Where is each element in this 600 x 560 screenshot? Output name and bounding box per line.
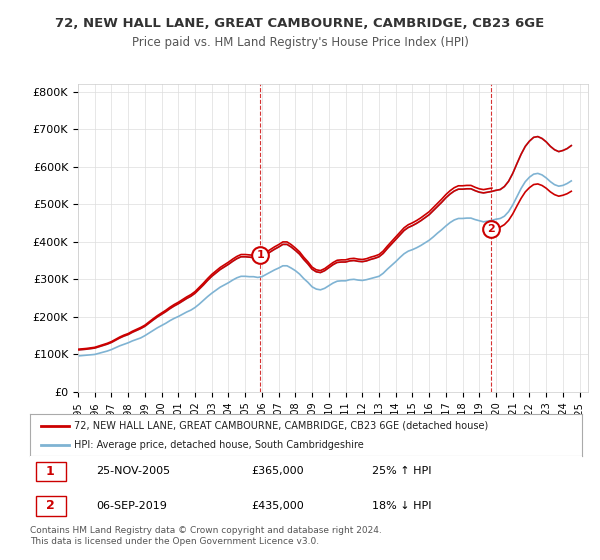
Text: 1: 1 — [46, 465, 55, 478]
FancyBboxPatch shape — [35, 496, 66, 516]
Text: 1: 1 — [256, 250, 264, 260]
Text: 25-NOV-2005: 25-NOV-2005 — [96, 466, 170, 476]
Text: 2: 2 — [487, 223, 494, 234]
Text: 06-SEP-2019: 06-SEP-2019 — [96, 501, 167, 511]
Text: 25% ↑ HPI: 25% ↑ HPI — [372, 466, 432, 476]
Text: £435,000: £435,000 — [251, 501, 304, 511]
Text: HPI: Average price, detached house, South Cambridgeshire: HPI: Average price, detached house, Sout… — [74, 440, 364, 450]
Text: 72, NEW HALL LANE, GREAT CAMBOURNE, CAMBRIDGE, CB23 6GE (detached house): 72, NEW HALL LANE, GREAT CAMBOURNE, CAMB… — [74, 421, 488, 431]
Text: Contains HM Land Registry data © Crown copyright and database right 2024.
This d: Contains HM Land Registry data © Crown c… — [30, 526, 382, 546]
FancyBboxPatch shape — [35, 461, 66, 481]
Text: 2: 2 — [46, 500, 55, 512]
Text: Price paid vs. HM Land Registry's House Price Index (HPI): Price paid vs. HM Land Registry's House … — [131, 36, 469, 49]
Text: 72, NEW HALL LANE, GREAT CAMBOURNE, CAMBRIDGE, CB23 6GE: 72, NEW HALL LANE, GREAT CAMBOURNE, CAMB… — [55, 17, 545, 30]
Text: £365,000: £365,000 — [251, 466, 304, 476]
Text: 18% ↓ HPI: 18% ↓ HPI — [372, 501, 432, 511]
